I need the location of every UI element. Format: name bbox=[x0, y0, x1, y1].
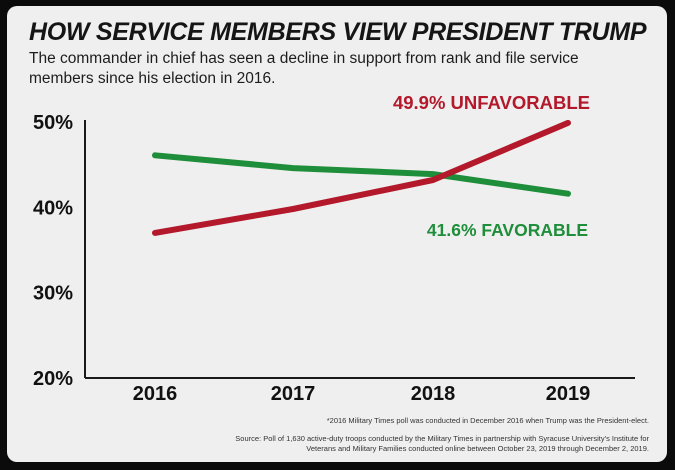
series-line-unfavorable bbox=[152, 119, 571, 236]
unfavorable-label: 49.9% UNFAVORABLE bbox=[393, 92, 590, 113]
y-tick-label: 30% bbox=[33, 283, 73, 305]
chart-title: HOW SERVICE MEMBERS VIEW PRESIDENT TRUMP bbox=[29, 18, 647, 46]
x-tick-label: 2017 bbox=[271, 383, 316, 405]
x-tick-label: 2019 bbox=[546, 383, 591, 405]
x-tick-label: 2018 bbox=[411, 383, 456, 405]
chart-frame: HOW SERVICE MEMBERS VIEW PRESIDENT TRUMP… bbox=[7, 6, 667, 462]
favorable-label: 41.6% FAVORABLE bbox=[427, 220, 588, 240]
x-tick-label: 2016 bbox=[133, 383, 178, 405]
y-tick-label: 40% bbox=[33, 197, 73, 219]
chart-footnote: *2016 Military Times poll was conducted … bbox=[326, 416, 649, 425]
y-tick-label: 20% bbox=[33, 368, 73, 390]
y-tick-label: 50% bbox=[33, 112, 73, 134]
series-line-favorable bbox=[152, 152, 571, 197]
chart-source: Source: Poll of 1,630 active-duty troops… bbox=[235, 434, 649, 453]
chart-subtitle: The commander in chief has seen a declin… bbox=[29, 50, 579, 87]
